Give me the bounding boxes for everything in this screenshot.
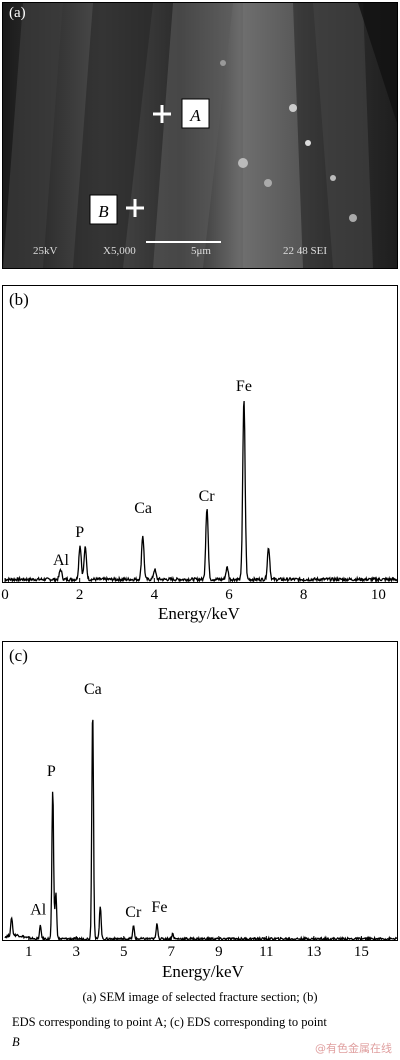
peak-label-p: P	[47, 763, 56, 780]
sem-id: 22 48 SEI	[283, 245, 327, 257]
sem-voltage: 25kV	[33, 245, 58, 257]
x-tick-label: 4	[150, 587, 159, 603]
peak-label-fe: Fe	[236, 378, 252, 395]
figure-caption-line-2: EDS corresponding to point A; (c) EDS co…	[12, 1015, 327, 1029]
panel-c-label: (c)	[9, 646, 28, 665]
sem-scale-label: 5μm	[191, 245, 211, 257]
figure-caption-line-1: (a) SEM image of selected fracture secti…	[82, 990, 318, 1004]
spectrum-line	[4, 719, 397, 940]
spectrum-line	[4, 400, 397, 582]
sem-image-panel: A B 25kV X5,000 5μm 22 48 SEI (a)	[2, 2, 398, 269]
x-tick-label: 6	[225, 587, 233, 603]
x-tick-label: 9	[215, 944, 223, 960]
peak-label-fe: Fe	[151, 899, 167, 916]
peak-label-cr: Cr	[125, 904, 142, 921]
x-axis-label-b: Energy/keV	[158, 604, 240, 623]
x-axis-label-c: Energy/keV	[162, 962, 244, 981]
x-tick-label: 3	[72, 944, 81, 960]
eds-chart-c: (c) Al P Ca Cr Fe	[2, 641, 398, 941]
peak-label-al: Al	[30, 901, 47, 918]
x-tick-label: 1	[25, 944, 33, 960]
x-tick-label: 15	[353, 944, 369, 960]
x-tick-label: 5	[120, 944, 128, 960]
x-tick-label: 13	[306, 944, 322, 960]
sem-magnification: X5,000	[103, 245, 136, 257]
x-tick-label: 8	[299, 587, 308, 603]
peak-label-ca: Ca	[84, 681, 102, 698]
eds-plot-c: Al P Ca Cr Fe	[4, 681, 397, 940]
x-tick-label: 10	[370, 587, 386, 603]
x-tick-label: 0	[1, 587, 9, 603]
x-tick-label: 2	[75, 587, 84, 603]
peak-label-ca: Ca	[134, 500, 152, 517]
eds-chart-b: (b) Al P Ca Cr Fe	[2, 285, 398, 583]
point-b-label: B	[98, 202, 109, 221]
watermark: @有色金属在线	[315, 1042, 392, 1055]
x-tick-label: 7	[167, 944, 176, 960]
figure-caption-line-3: B	[12, 1035, 20, 1049]
panel-a-label: (a)	[9, 5, 26, 21]
sem-image: A B 25kV X5,000 5μm 22 48 SEI	[3, 3, 397, 268]
peak-label-al: Al	[53, 552, 70, 569]
panel-b-label: (b)	[9, 290, 29, 309]
peak-label-cr: Cr	[199, 488, 216, 505]
point-a-label: A	[189, 106, 201, 125]
x-tick-label: 11	[259, 944, 274, 960]
peak-label-p: P	[75, 524, 84, 541]
eds-plot-b: Al P Ca Cr Fe	[4, 378, 397, 582]
